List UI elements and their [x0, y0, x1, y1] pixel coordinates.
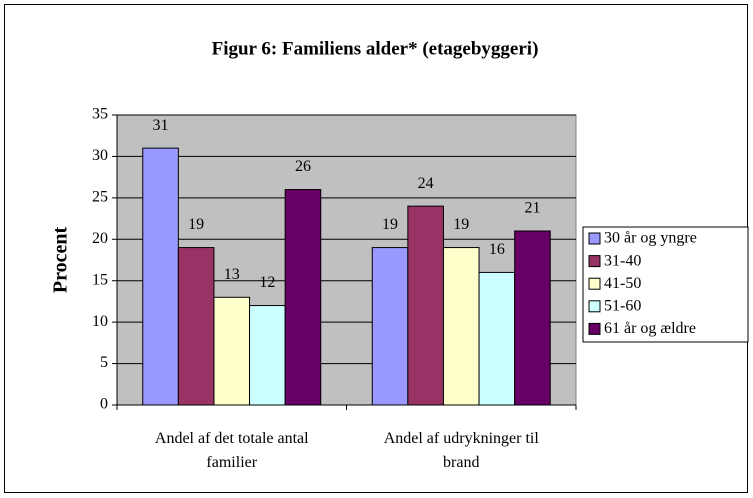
chart-title: Figur 6: Familiens alder* (etagebyggeri) [212, 38, 539, 59]
legend-swatch [588, 255, 601, 268]
data-label: 24 [418, 175, 434, 192]
y-tick-label: 30 [92, 147, 108, 164]
data-label: 19 [453, 216, 469, 233]
legend-label: 31-40 [604, 252, 641, 269]
y-tick-label: 35 [92, 106, 108, 123]
bar [142, 147, 179, 406]
y-tick-label: 20 [92, 230, 108, 247]
y-tick-label: 25 [92, 189, 108, 206]
legend-label: 51-60 [604, 297, 641, 314]
data-label: 16 [489, 241, 505, 258]
legend-label: 30 år og yngre [604, 230, 697, 247]
bar [371, 247, 409, 406]
data-label: 19 [382, 216, 398, 233]
y-axis-label: Procent [50, 227, 72, 294]
data-label: 21 [524, 200, 540, 217]
data-label: 31 [153, 117, 169, 134]
legend-swatch [588, 300, 601, 313]
legend-swatch [588, 277, 601, 290]
bar [284, 189, 322, 406]
y-tick-label: 0 [100, 396, 108, 413]
bar [407, 205, 444, 406]
legend-box [582, 226, 749, 343]
bar [213, 296, 251, 406]
bar [478, 271, 516, 406]
y-tick-label: 5 [100, 354, 108, 371]
x-tick-label: Andel af det totale antal familier [155, 430, 309, 471]
x-tick-label: Andel af udrykninger til brand [384, 430, 540, 471]
data-label: 13 [224, 266, 240, 283]
data-label: 26 [295, 158, 311, 175]
y-tick-label: 15 [92, 271, 108, 288]
bar [442, 247, 480, 406]
data-label: 12 [259, 274, 275, 291]
legend-swatch [588, 322, 601, 335]
legend-swatch [588, 232, 601, 245]
bar [249, 305, 286, 406]
bar [514, 230, 551, 406]
legend-label: 61 år og ældre [604, 320, 696, 337]
data-label: 19 [188, 216, 204, 233]
y-tick-label: 10 [92, 313, 108, 330]
legend-label: 41-50 [604, 275, 641, 292]
bar [177, 247, 215, 406]
